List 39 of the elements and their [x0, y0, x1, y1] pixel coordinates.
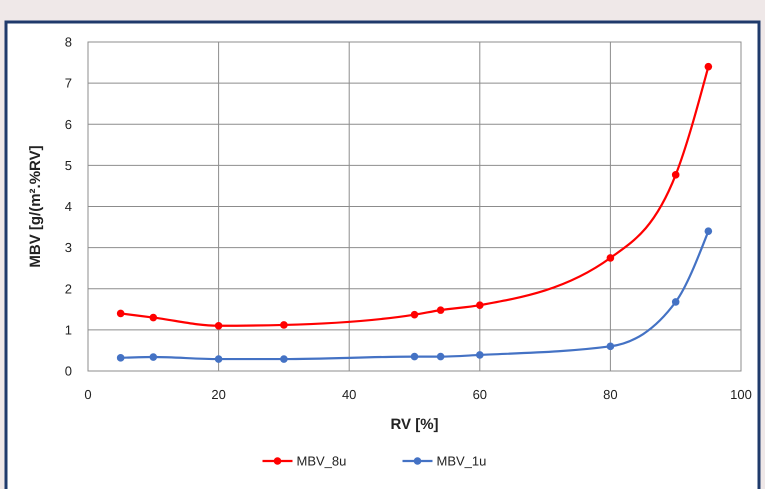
x-axis-title: RV [%] — [390, 416, 439, 433]
y-tick-label: 1 — [64, 322, 72, 338]
point — [606, 342, 614, 350]
point — [436, 306, 444, 314]
point — [150, 314, 158, 322]
y-tick-label: 0 — [64, 364, 72, 379]
x-tick-label: 0 — [84, 387, 92, 402]
point — [704, 227, 712, 235]
point — [150, 353, 158, 361]
point — [214, 322, 222, 330]
point — [410, 352, 418, 360]
x-tick-label: 100 — [730, 387, 752, 402]
point — [116, 310, 124, 318]
y-tick-label: 3 — [64, 240, 72, 256]
point — [476, 301, 484, 309]
y-tick-label: 2 — [64, 281, 72, 296]
point — [476, 351, 484, 359]
y-tick-label: 6 — [64, 116, 72, 132]
x-tick-label: 60 — [472, 387, 488, 402]
y-tick-label: 4 — [64, 199, 72, 214]
point — [436, 352, 444, 360]
point — [606, 254, 614, 262]
point — [280, 355, 288, 363]
x-tick-label: 20 — [211, 387, 226, 402]
y-tick-label: 7 — [64, 76, 72, 91]
point — [704, 62, 712, 70]
point — [280, 321, 288, 329]
y-axis-title: MBV [g/(m².%RV] — [27, 145, 44, 268]
point — [672, 298, 680, 306]
legend-label: MBV_8u — [296, 454, 346, 469]
y-tick-label: 8 — [64, 34, 72, 50]
legend-label: MBV_1u — [436, 454, 486, 469]
y-tick-label: 5 — [64, 158, 72, 173]
point — [116, 354, 124, 362]
point — [410, 310, 418, 318]
x-tick-label: 80 — [603, 387, 618, 402]
x-tick-label: 40 — [342, 387, 356, 402]
point — [214, 355, 222, 363]
point — [672, 171, 680, 179]
